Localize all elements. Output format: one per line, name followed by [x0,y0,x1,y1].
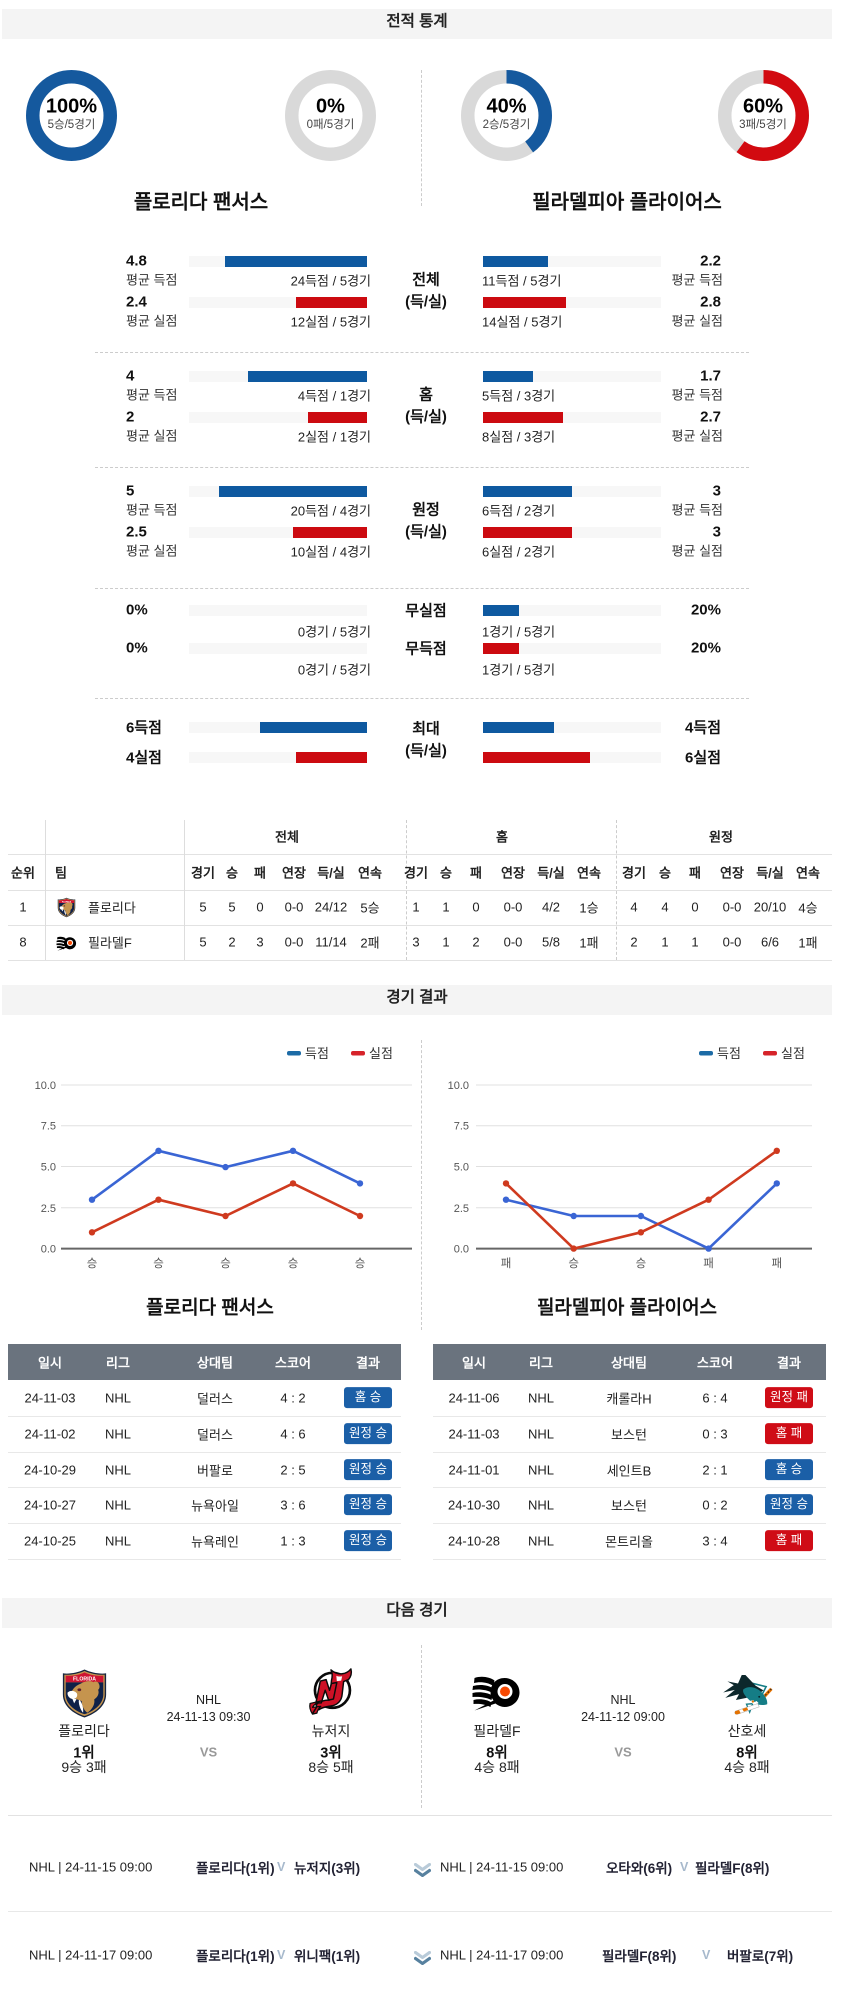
svg-text:0.0: 0.0 [41,1244,56,1256]
svg-text:득점: 득점 [717,1046,741,1061]
svg-text:승: 승 [355,1257,366,1270]
svg-text:0.0: 0.0 [454,1244,469,1256]
svg-text:승: 승 [568,1257,579,1270]
svg-text:패: 패 [703,1257,714,1270]
svg-text:실점: 실점 [369,1046,393,1061]
svg-text:5.0: 5.0 [41,1162,56,1174]
svg-text:승: 승 [636,1257,647,1270]
svg-text:승: 승 [288,1257,299,1270]
svg-text:패: 패 [772,1257,783,1270]
svg-text:실점: 실점 [781,1046,805,1061]
svg-text:승: 승 [87,1257,98,1270]
svg-text:5.0: 5.0 [454,1162,469,1174]
svg-text:득점: 득점 [305,1046,329,1061]
svg-text:10.0: 10.0 [448,1080,469,1092]
svg-text:패: 패 [501,1257,512,1270]
svg-text:2.5: 2.5 [454,1203,469,1215]
svg-text:10.0: 10.0 [35,1080,56,1092]
svg-text:7.5: 7.5 [41,1121,56,1133]
svg-text:승: 승 [153,1257,164,1270]
svg-text:승: 승 [220,1257,231,1270]
svg-text:7.5: 7.5 [454,1121,469,1133]
svg-text:2.5: 2.5 [41,1203,56,1215]
